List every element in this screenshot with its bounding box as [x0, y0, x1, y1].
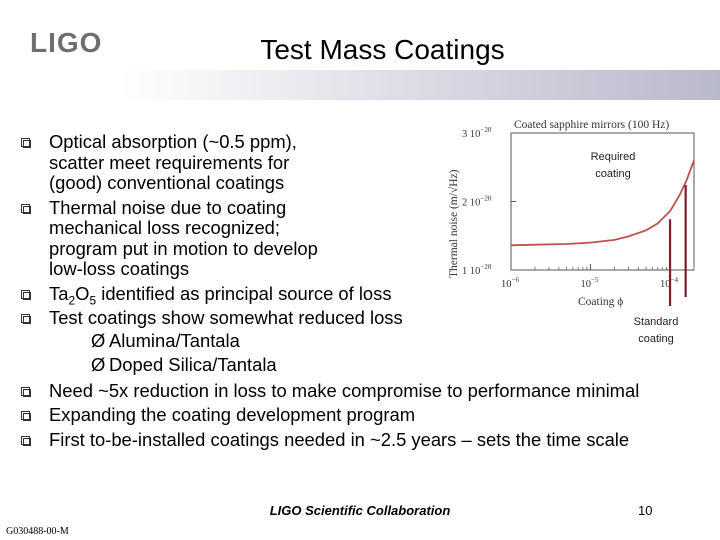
bullet-item: Optical absorption (~0.5 ppm), scatter me…: [20, 131, 710, 194]
bullet-line: First to-be-installed coatings needed in…: [49, 428, 630, 450]
noise-curve-series: [510, 160, 695, 247]
bullet-line: scatter meet requirements for: [49, 151, 290, 173]
arrow-bullet-icon: Ø: [91, 329, 106, 351]
checkbox-bullet-icon: [21, 289, 31, 300]
chart-title: Coated sapphire mirrors (100 Hz): [514, 119, 669, 131]
tick-label-exponent: −20: [480, 195, 491, 203]
slide-title: Test Mass Coatings: [260, 34, 505, 65]
bullet-line: (good) conventional coatings: [49, 172, 285, 193]
formula-part: O: [75, 282, 90, 304]
tick-label-exponent: −4: [671, 276, 679, 284]
tick-label-base: 3 10: [462, 129, 480, 140]
formula-part: 5: [89, 293, 97, 308]
footer-text: LIGO Scientific Collaboration: [269, 503, 451, 518]
tick-label-base: 2 10: [462, 198, 480, 209]
bullet-line: Thermal noise due to coating: [49, 196, 287, 218]
annotation-line: coating: [638, 333, 674, 345]
page-number: 10: [638, 503, 653, 518]
tick-label-base: 1 10: [462, 266, 480, 277]
bullet-list: Optical absorption (~0.5 ppm), scatter me…: [20, 131, 710, 451]
sub-bullet-item: Ø Doped Silica/Tantala: [49, 353, 710, 377]
y-tick-label: 3 10−20: [462, 126, 492, 140]
y-tick-label: 1 10−20: [462, 263, 492, 277]
sub-bullet-item: Ø Alumina/Tantala: [49, 329, 710, 353]
chart-annotation: Required coating: [576, 149, 650, 183]
arrow-bullet-icon: Ø: [91, 353, 106, 375]
bullet-line: program put in motion to develop: [49, 237, 318, 259]
document-id: G030488-00-M: [6, 526, 69, 537]
tick-label-base: 10: [501, 279, 512, 290]
tick-label-exponent: −5: [591, 276, 599, 284]
checkbox-bullet-icon: [21, 435, 31, 446]
bullet-line: mechanical loss recognized;: [49, 217, 281, 238]
bullet-item: First to-be-installed coatings needed in…: [20, 428, 710, 451]
annotation-line: Required: [590, 151, 636, 163]
checkbox-bullet-icon: [21, 411, 31, 421]
sub-bullet-text: Doped Silica/Tantala: [109, 353, 277, 375]
bullet-item: Expanding the coating development progra…: [20, 404, 710, 426]
tick-label-exponent: −6: [512, 276, 520, 284]
bullet-item: Test coatings show somewhat reduced loss…: [20, 307, 710, 377]
logo-text: LIGO: [30, 27, 102, 58]
annotation-line: coating: [595, 168, 631, 180]
bullet-line: Optical absorption (~0.5 ppm),: [49, 131, 297, 152]
formula-part: 2: [68, 293, 76, 308]
bullet-item: Ta2O5 identified as principal source of …: [20, 282, 710, 308]
x-tick-label: 10−4: [660, 276, 678, 290]
ligo-logo: LIGO: [30, 27, 102, 58]
tick-label-base: 10: [660, 279, 671, 290]
checkbox-bullet-icon: [21, 314, 31, 324]
checkbox-bullet-icon: [21, 138, 31, 148]
annotation-line: Standard: [633, 316, 679, 328]
formula-part: Ta: [49, 282, 69, 304]
tick-label-exponent: −20: [480, 263, 491, 271]
chart-annotation: Standard coating: [619, 314, 693, 348]
bullet-line: low-loss coatings: [49, 258, 190, 279]
checkbox-bullet-icon: [21, 386, 31, 397]
x-tick-label: 10−6: [501, 276, 519, 290]
bullet-line: Test coatings show somewhat reduced loss: [49, 307, 403, 328]
bullet-line: Expanding the coating development progra…: [49, 404, 416, 425]
bullet-line: Ta2O5 identified as principal source of …: [49, 282, 710, 308]
bullet-item: Need ~5x reduction in loss to make compr…: [20, 379, 710, 402]
bullet-line: Need ~5x reduction in loss to make compr…: [49, 379, 640, 401]
y-tick-label: 2 10−20: [462, 195, 492, 209]
y-axis-label: Thermal noise (m/√Hz): [447, 169, 460, 278]
formula-part: identified as principal source of loss: [96, 282, 392, 304]
bullet-item: Thermal noise due to coating mechanical l…: [20, 196, 710, 280]
checkbox-bullet-icon: [21, 203, 31, 214]
sub-bullet-text: Alumina/Tantala: [109, 329, 240, 351]
tick-label-base: 10: [581, 279, 592, 290]
header-bar: [120, 70, 720, 100]
x-axis-label: Coating ϕ: [578, 296, 623, 308]
tick-label-exponent: −20: [480, 126, 491, 134]
x-tick-label: 10−5: [581, 276, 599, 290]
